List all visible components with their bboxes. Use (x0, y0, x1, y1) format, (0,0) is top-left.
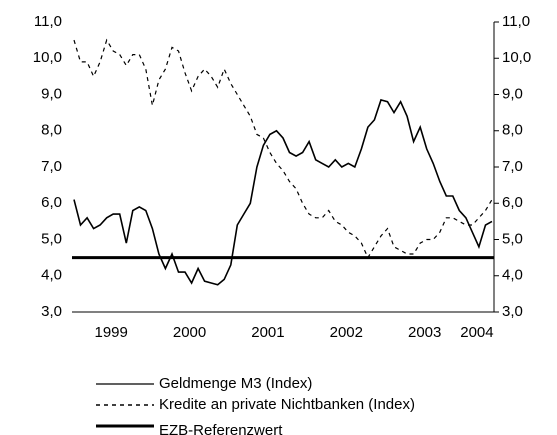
series-line (73, 98, 493, 286)
x-tick-label: 2004 (460, 324, 493, 341)
y-tick-label: 6,0 (41, 194, 62, 211)
series-line (73, 38, 493, 259)
x-tick-label: 2001 (251, 324, 284, 341)
y2-tick-label: 11,0 (502, 13, 530, 30)
y2-tick-label: 8,0 (502, 122, 523, 139)
y-tick-label: 3,0 (41, 303, 62, 320)
legend-label: Kredite an private Nichtbanken (Index) (159, 396, 415, 413)
y-tick-label: 10,0 (33, 49, 62, 66)
y-tick-label: 8,0 (41, 122, 62, 139)
x-tick-label: 2000 (173, 324, 206, 341)
y2-tick-label: 7,0 (502, 158, 523, 175)
y2-tick-label: 4,0 (502, 267, 523, 284)
y-tick-label: 5,0 (41, 230, 62, 247)
x-tick-label: 2002 (330, 324, 363, 341)
y-tick-label: 7,0 (41, 158, 62, 175)
y-tick-label: 11,0 (34, 13, 62, 30)
y2-tick-label: 10,0 (502, 49, 531, 66)
y-tick-label: 9,0 (41, 85, 62, 102)
legend-label: EZB-Referenzwert (159, 422, 283, 435)
legend-label: Geldmenge M3 (Index) (159, 375, 312, 392)
y2-tick-label: 6,0 (502, 194, 523, 211)
x-tick-label: 1999 (95, 324, 128, 341)
y2-tick-label: 5,0 (502, 230, 523, 247)
x-tick-label: 2003 (408, 324, 441, 341)
y-tick-label: 4,0 (41, 267, 62, 284)
y2-tick-label: 9,0 (502, 85, 523, 102)
y2-tick-label: 3,0 (502, 303, 523, 320)
